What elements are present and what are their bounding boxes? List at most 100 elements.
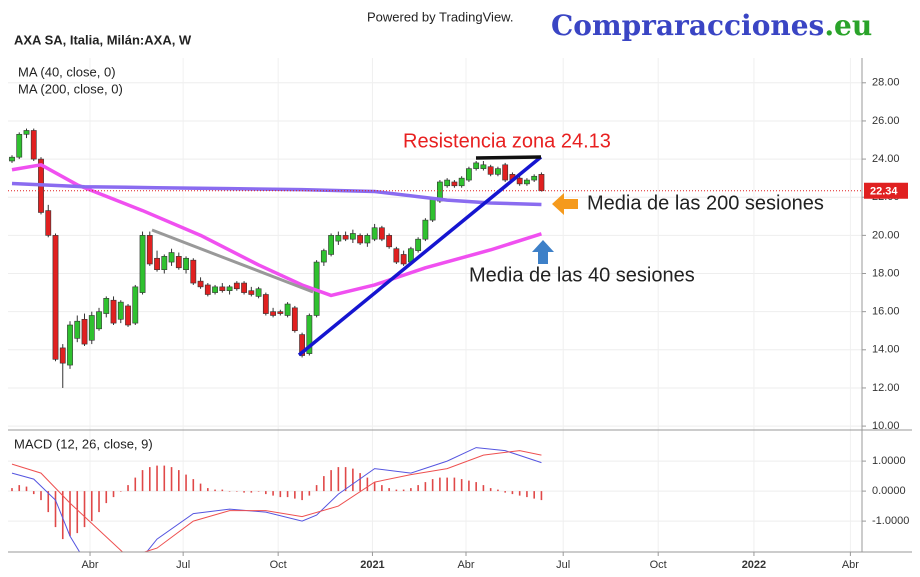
candle-body xyxy=(52,235,59,360)
candle-body xyxy=(175,256,182,269)
macd-histogram-bar xyxy=(141,470,144,492)
macd-histogram-bar xyxy=(533,491,535,499)
candle-body xyxy=(342,235,349,240)
candle-body xyxy=(30,130,37,160)
y-tick-label: 28.00 xyxy=(872,77,900,89)
candle-body xyxy=(270,311,276,316)
macd-histogram-bar xyxy=(47,491,50,513)
y-tick-label: 14.00 xyxy=(872,344,900,356)
candle-body xyxy=(132,286,139,324)
candle-body xyxy=(335,235,342,242)
candle-body xyxy=(197,280,204,288)
macd-histogram-bar xyxy=(301,491,303,501)
candle-body xyxy=(444,179,451,187)
x-tick-label: Jul xyxy=(556,559,570,571)
candle-body xyxy=(110,299,117,324)
x-tick-label: Abr xyxy=(457,559,474,571)
candle-body xyxy=(538,174,545,192)
candle-body xyxy=(502,164,509,181)
macd-title: MACD (12, 26, close, 9) xyxy=(14,436,153,451)
candle-body xyxy=(473,162,480,169)
macd-histogram-bar xyxy=(315,485,318,492)
macd-histogram-bar xyxy=(373,482,376,492)
candle-body xyxy=(451,181,458,187)
macd-histogram-bar xyxy=(446,477,448,492)
candle-body xyxy=(241,282,247,293)
candle-body xyxy=(59,347,66,364)
candle-body xyxy=(386,235,393,248)
macd-line xyxy=(11,450,542,552)
resistance-line xyxy=(475,155,542,160)
x-tick-label: Abr xyxy=(842,559,859,571)
candle-body xyxy=(415,238,422,251)
macd-histogram-bar xyxy=(526,491,528,498)
candle-body xyxy=(146,235,153,265)
x-tick-label: 2021 xyxy=(360,559,384,571)
macd-histogram-bar xyxy=(105,491,108,504)
candle-body xyxy=(378,227,385,240)
macd-histogram-bar xyxy=(337,467,340,492)
macd-histogram-bar xyxy=(90,491,93,522)
y-tick-label: 18.00 xyxy=(872,267,900,279)
candle-body xyxy=(364,235,371,244)
candle-body xyxy=(277,311,284,314)
candle-body xyxy=(495,168,501,175)
candle-body xyxy=(349,233,356,240)
candle-body xyxy=(117,301,124,320)
macd-histogram-bar xyxy=(228,491,231,492)
legend-ma40: MA (40, close, 0) xyxy=(18,64,116,79)
blue-arrow xyxy=(532,240,554,264)
candle-body xyxy=(125,305,131,326)
candle-body xyxy=(45,210,52,236)
candle-body xyxy=(524,179,530,185)
candle-body xyxy=(357,235,364,244)
annotation-ma40: Media de las 40 sesiones xyxy=(469,264,695,286)
candle-body xyxy=(480,164,487,169)
macd-histogram-bar xyxy=(192,479,195,492)
macd-histogram-bar xyxy=(308,491,311,496)
macd-histogram-bar xyxy=(54,491,57,528)
macd-histogram-bar xyxy=(112,491,115,498)
macd-histogram-bar xyxy=(323,476,325,492)
candle-body xyxy=(88,315,95,341)
moving-average xyxy=(11,181,542,207)
macd-histogram-bar xyxy=(417,485,419,492)
macd-histogram-bar xyxy=(540,491,543,501)
macd-histogram-bar xyxy=(265,491,267,495)
macd-histogram-bar xyxy=(460,479,463,492)
macd-histogram-bar xyxy=(156,465,158,492)
macd-histogram-bar xyxy=(185,474,187,492)
candle-body xyxy=(371,227,378,240)
candle-body xyxy=(168,252,175,263)
candle-body xyxy=(458,177,465,187)
y-tick-label: 12.00 xyxy=(872,382,900,394)
brand-name: Compraracciones xyxy=(551,9,824,42)
moving-average xyxy=(11,163,542,298)
macd-histogram-bar xyxy=(11,488,13,492)
brand: Compraracciones.eu xyxy=(551,9,872,42)
candle-body xyxy=(320,250,327,263)
candle-body xyxy=(299,334,305,356)
y-tick-label: 16.00 xyxy=(872,306,900,318)
macd-histogram-bar xyxy=(40,491,42,501)
y-tick-label: 20.00 xyxy=(872,229,900,241)
chart-title: AXA SA, Italia, Milán:AXA, W xyxy=(14,32,192,47)
macd-histogram-bar xyxy=(431,479,434,492)
macd-histogram-bar xyxy=(61,491,64,540)
macd-histogram-bar xyxy=(424,482,427,492)
candle-body xyxy=(154,257,160,271)
macd-histogram-bar xyxy=(352,468,354,492)
uptrend-line xyxy=(297,155,543,357)
candle-body xyxy=(183,257,189,271)
macd-histogram-bar xyxy=(344,467,347,492)
macd-histogram-bar xyxy=(178,470,180,492)
candle-body xyxy=(248,290,255,295)
candle-body xyxy=(81,318,88,345)
candle-body xyxy=(161,256,168,271)
candle-body xyxy=(190,259,197,284)
macd-histogram-bar xyxy=(163,465,166,492)
macd-histogram-bar xyxy=(475,482,477,492)
candle-body xyxy=(219,286,226,291)
macd-histogram-bar xyxy=(221,489,224,492)
